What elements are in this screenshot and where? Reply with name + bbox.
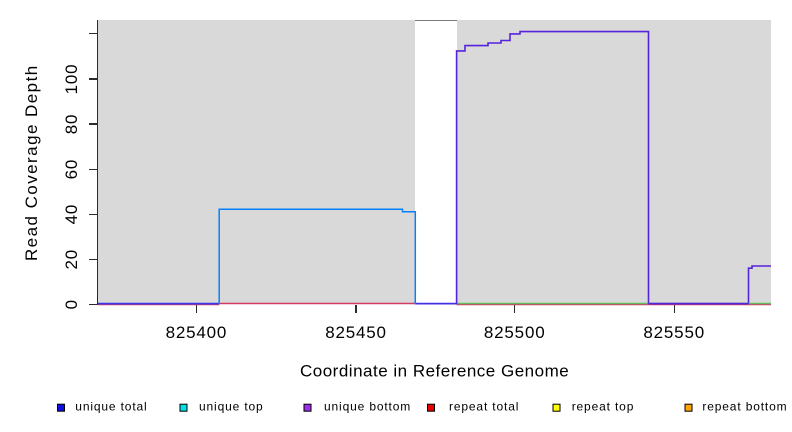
svg-text:80: 80 xyxy=(62,114,81,135)
svg-text:60: 60 xyxy=(62,159,81,180)
svg-text:repeat bottom: repeat bottom xyxy=(702,400,787,414)
svg-text:825450: 825450 xyxy=(325,323,387,342)
svg-text:40: 40 xyxy=(62,204,81,225)
svg-text:20: 20 xyxy=(62,249,81,270)
svg-text:825500: 825500 xyxy=(484,323,546,342)
svg-text:825550: 825550 xyxy=(643,323,705,342)
svg-text:unique top: unique top xyxy=(199,400,264,414)
svg-text:Coordinate in Reference Genome: Coordinate in Reference Genome xyxy=(300,362,569,381)
svg-text:repeat top: repeat top xyxy=(572,400,635,414)
svg-text:repeat total: repeat total xyxy=(449,400,519,414)
svg-text:100: 100 xyxy=(62,64,81,95)
svg-text:unique bottom: unique bottom xyxy=(324,400,411,414)
svg-text:825400: 825400 xyxy=(166,323,228,342)
svg-text:0: 0 xyxy=(62,299,81,309)
svg-text:unique total: unique total xyxy=(75,400,147,414)
svg-text:Read Coverage Depth: Read Coverage Depth xyxy=(22,64,41,261)
